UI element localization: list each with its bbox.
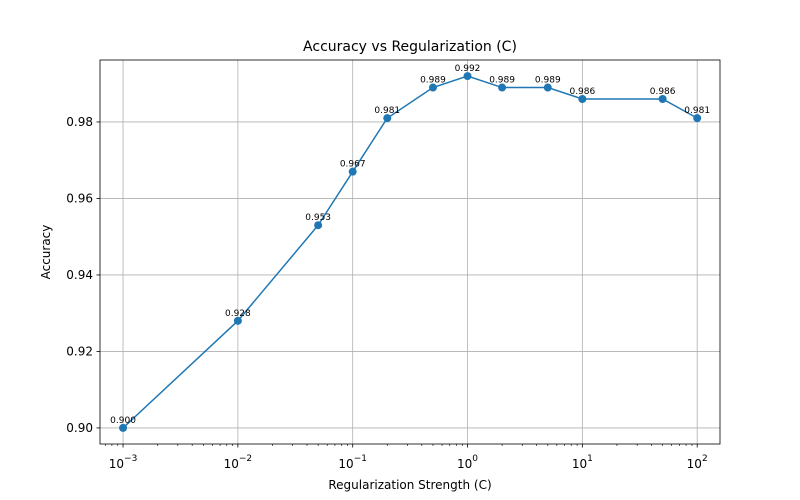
data-point — [693, 114, 702, 123]
grid — [100, 60, 720, 444]
data-label: 0.986 — [650, 87, 676, 97]
data-label: 0.986 — [569, 87, 595, 97]
y-tick-label: 0.90 — [66, 421, 93, 435]
data-label: 0.928 — [225, 309, 251, 319]
y-tick-label: 0.92 — [66, 344, 93, 358]
data-point — [543, 83, 552, 92]
data-point — [119, 423, 128, 432]
data-label: 0.992 — [455, 64, 481, 74]
data-label: 0.989 — [420, 76, 446, 86]
data-point — [658, 95, 667, 104]
data-label: 0.981 — [374, 106, 400, 116]
y-tick-label: 0.96 — [66, 191, 93, 205]
x-tick-label: 102 — [687, 454, 708, 471]
data-point — [578, 95, 587, 104]
data-label: 0.900 — [110, 416, 136, 426]
x-axis-label: Regularization Strength (C) — [328, 478, 491, 492]
data-point — [314, 221, 323, 230]
x-tick-label: 10−2 — [224, 454, 253, 471]
axes-frame — [99, 59, 721, 445]
data-label: 0.989 — [535, 76, 561, 86]
data-point — [498, 83, 507, 92]
series-line — [122, 75, 698, 429]
data-point — [233, 316, 242, 325]
y-tick-label: 0.98 — [66, 115, 93, 129]
data-label: 0.967 — [340, 160, 366, 170]
x-tick-label: 10−3 — [109, 454, 138, 471]
chart-title: Accuracy vs Regularization (C) — [303, 39, 517, 55]
data-label: 0.953 — [305, 213, 331, 223]
data-point — [383, 114, 392, 123]
data-label: 0.981 — [684, 106, 710, 116]
data-point — [348, 167, 357, 176]
x-tick-label: 100 — [457, 454, 478, 471]
x-tick-label: 101 — [572, 454, 593, 471]
x-tick-label: 10−1 — [338, 454, 367, 471]
data-point — [463, 72, 472, 81]
series: 0.900 0.928 0.953 0.967 0.981 0.989 0.992 0.989… — [110, 64, 710, 432]
data-label: 0.989 — [489, 76, 515, 86]
y-tick-label: 0.94 — [66, 268, 93, 282]
ticks: 10−3 10−2 10−1 100 101 102 0.90 0.92 0.94 0.96 0.9… — [66, 115, 707, 471]
data-point — [428, 83, 437, 92]
y-axis-label: Accuracy — [39, 225, 53, 280]
